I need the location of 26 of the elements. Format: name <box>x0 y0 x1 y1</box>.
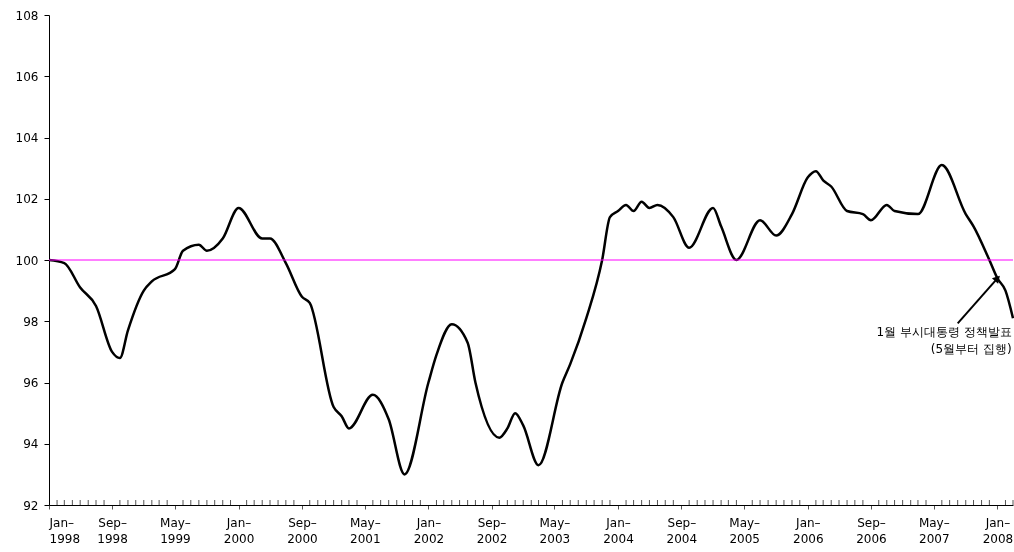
x-tick-label: Jan– 2008 <box>982 515 1014 546</box>
x-tick-label: Sep– 2000 <box>287 515 318 546</box>
annotation: 1월 부시대통령 정책발표 (5월부터 집행) <box>876 325 1012 357</box>
y-tick-label: 98 <box>23 314 39 329</box>
x-tick-label: May– 2005 <box>729 515 761 546</box>
x-tick-label: May– 2003 <box>539 515 571 546</box>
y-tick-label: 94 <box>23 437 39 452</box>
y-tick-label: 104 <box>15 131 39 145</box>
x-tick-label: Jan– 2000 <box>223 515 255 546</box>
y-tick-label: 106 <box>15 69 39 84</box>
x-tick-label: May– 2007 <box>918 515 950 546</box>
y-tick-label: 102 <box>15 192 39 207</box>
y-tick-label: 100 <box>15 253 39 268</box>
y-tick-label: 108 <box>15 8 39 23</box>
x-tick-label: Sep– 2002 <box>476 515 508 546</box>
x-tick-label: Jan– 2006 <box>793 515 824 546</box>
y-tick-label: 96 <box>23 376 39 390</box>
x-tick-label: Jan– 2002 <box>413 515 445 546</box>
y-tick-label: 92 <box>23 498 39 513</box>
x-tick-label: Sep– 2004 <box>666 515 698 546</box>
x-tick-label: Sep– 1998 <box>97 515 128 546</box>
x-tick-label: May– 2001 <box>349 515 381 546</box>
x-tick-label: Jan– 2004 <box>603 515 634 546</box>
x-tick-label: Jan– 1998 <box>48 515 81 546</box>
x-tick-label: May– 1999 <box>160 515 191 546</box>
x-tick-label: Sep– 2006 <box>856 515 887 546</box>
